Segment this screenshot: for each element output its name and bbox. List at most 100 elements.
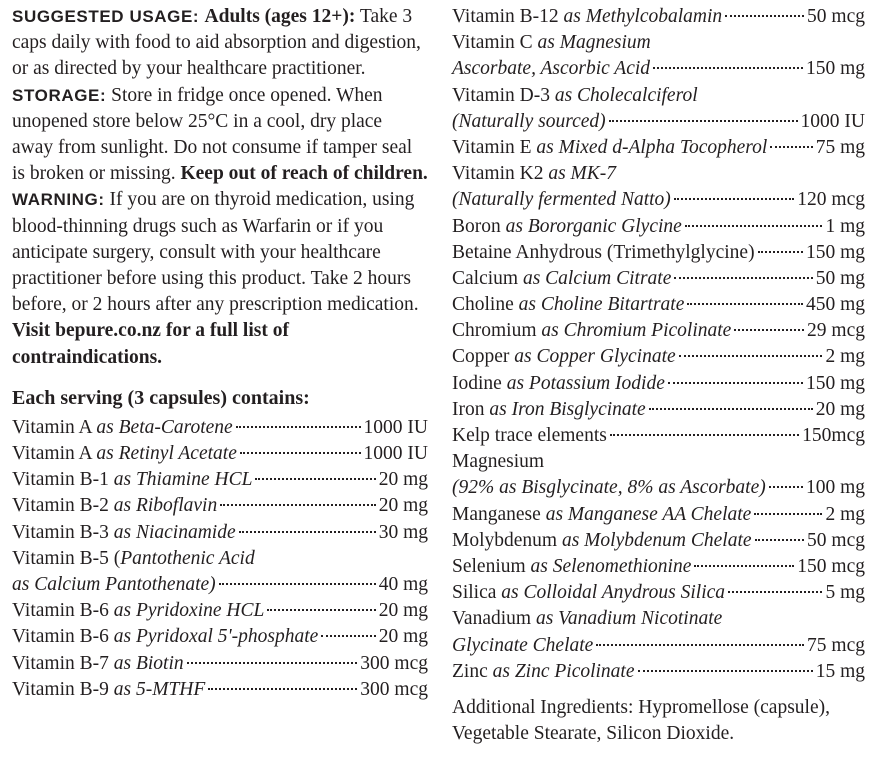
ingredient-form: as Zinc Picolinate <box>492 660 635 682</box>
ingredient-amount: 50 mcg <box>807 529 865 551</box>
ingredient-amount: 40 mg <box>378 573 428 595</box>
ingredient-form: (Naturally sourced) <box>452 110 606 132</box>
ingredient-row: Vitamin C as Magnesium <box>452 30 865 56</box>
ingredient-row: Betaine Anhydrous (Trimethylglycine) 150 … <box>452 240 865 266</box>
ingredient-form: as Chromium Picolinate <box>541 320 732 342</box>
ingredient-amount: 20 mg <box>815 398 865 420</box>
ingredient-name: Vitamin C <box>452 32 538 54</box>
ingredient-name: Vitamin A <box>12 416 97 438</box>
section-label: STORAGE: <box>12 85 107 105</box>
ingredient-row: (Naturally sourced) 1000 IU <box>452 109 865 135</box>
dot-leader <box>734 329 805 332</box>
ingredient-form: as Calcium Citrate <box>522 267 672 289</box>
ingredient-row: Vitamin B-7 as Biotin 300 mcg <box>12 651 428 677</box>
dot-leader <box>239 452 361 455</box>
dot-leader <box>667 381 803 384</box>
serving-heading: Each serving (3 capsules) contains: <box>12 386 310 409</box>
ingredient-row: Iodine as Potassium Iodide 150 mg <box>452 371 865 397</box>
body-text: Store in fridge once opened. When unopen… <box>12 84 413 185</box>
ingredient-name: Silica <box>452 582 502 604</box>
dot-leader <box>238 530 376 533</box>
ingredient-amount: 20 mg <box>378 600 428 622</box>
ingredient-form: as Pyridoxine HCL <box>113 600 265 622</box>
ingredient-name: Chromium <box>452 320 542 342</box>
body-text: Take 3 caps daily with food to aid absor… <box>12 6 421 80</box>
ingredient-amount: 15 mg <box>815 660 865 682</box>
ingredient-amount: 1000 IU <box>800 110 865 132</box>
left-column: SUGGESTED USAGE: Adults (ages 12+): Take… <box>12 4 428 703</box>
ingredient-form: as Iron Bisglycinate <box>489 398 646 420</box>
ingredient-form: as 5-MTHF <box>113 678 206 700</box>
ingredient-amount: 75 mcg <box>807 634 865 656</box>
ingredient-form: as Thiamine HCL <box>113 469 253 491</box>
ingredient-row: Vitamin A as Retinyl Acetate 1000 IU <box>12 441 428 467</box>
ingredient-amount: 150 mcg <box>797 555 865 577</box>
ingredient-row: Zinc as Zinc Picolinate 15 mg <box>452 659 865 685</box>
ingredient-amount: 20 mg <box>378 469 428 491</box>
ingredient-amount: 150 mg <box>805 58 865 80</box>
ingredient-amount: 29 mcg <box>807 320 865 342</box>
ingredient-row: Vitamin A as Beta-Carotene 1000 IU <box>12 415 428 441</box>
ingredient-amount: 1 mg <box>825 215 865 237</box>
ingredient-row: Vitamin E as Mixed d-Alpha Tocopherol 75 … <box>452 135 865 161</box>
dot-leader <box>653 67 803 70</box>
ingredient-form: as Manganese AA Chelate <box>545 503 752 525</box>
ingredient-name: Vitamin B-1 <box>12 469 114 491</box>
bold-text: Adults (ages 12+): <box>204 6 356 27</box>
section-label: SUGGESTED USAGE: <box>12 7 205 26</box>
ingredient-name: Vitamin B-12 <box>452 6 564 27</box>
ingredient-row: Boron as Bororganic Glycine 1 mg <box>452 214 865 240</box>
ingredient-name: Vitamin B-9 <box>12 678 114 700</box>
ingredient-list-left: Vitamin A as Beta-Carotene 1000 IU Vitamin… <box>12 415 428 703</box>
ingredient-amount: 50 mcg <box>807 6 865 27</box>
dot-leader <box>186 661 358 664</box>
ingredient-row: Selenium as Selenomethionine 150 mcg <box>452 554 865 580</box>
dot-leader <box>267 609 376 612</box>
ingredient-form: as Magnesium <box>537 32 651 54</box>
ingredient-row: Silica as Colloidal Anydrous Silica 5 mg <box>452 580 865 606</box>
ingredient-form: as Potassium Iodide <box>506 372 665 394</box>
ingredient-amount: 150 mg <box>805 372 865 394</box>
dot-leader <box>728 591 823 594</box>
ingredient-name: Manganese <box>452 503 546 525</box>
ingredient-row: Chromium as Chromium Picolinate 29 mcg <box>452 318 865 344</box>
ingredient-row: Glycinate Chelate 75 mcg <box>452 633 865 659</box>
dot-leader <box>674 276 813 279</box>
ingredient-amount: 5 mg <box>825 582 865 604</box>
dot-leader <box>608 119 798 122</box>
dot-leader <box>637 669 813 672</box>
dot-leader <box>596 643 805 646</box>
ingredient-form: as Cholecalciferol <box>554 84 698 106</box>
dot-leader <box>218 582 376 585</box>
ingredient-name: Vanadium <box>452 608 536 630</box>
ingredient-row: Vitamin B-5 (Pantothenic Acid <box>12 546 428 572</box>
ingredient-row: (92% as Bisglycinate, 8% as Ascorbate) 10… <box>452 475 865 501</box>
ingredient-name: Vitamin A <box>12 443 97 465</box>
ingredient-name: Selenium <box>452 555 531 577</box>
ingredient-name: Vitamin E <box>452 136 537 158</box>
ingredient-form: as Pyridoxal 5'-phosphate <box>113 626 319 648</box>
ingredient-amount: 30 mg <box>378 521 428 543</box>
bold-text: Visit bepure.co.nz for a full list of co… <box>12 320 289 368</box>
ingredient-form: as Selenomethionine <box>530 555 692 577</box>
body-text: If you are on thyroid medication, using … <box>12 189 419 316</box>
ingredient-row: Vitamin D-3 as Cholecalciferol <box>452 83 865 109</box>
ingredient-amount: 300 mcg <box>360 678 428 700</box>
ingredient-row: Calcium as Calcium Citrate 50 mg <box>452 266 865 292</box>
ingredient-name: Vitamin B-6 <box>12 626 114 648</box>
ingredient-name: Betaine Anhydrous (Trimethylglycine) <box>452 241 755 263</box>
dot-leader <box>725 15 805 17</box>
ingredient-form: as Mixed d-Alpha Tocopherol <box>536 136 768 158</box>
additional-ingredients: Additional Ingredients: Hypromellose (ca… <box>452 696 830 745</box>
ingredient-form: Glycinate Chelate <box>452 634 594 656</box>
ingredient-amount: 1000 IU <box>363 416 428 438</box>
ingredient-amount: 20 mg <box>378 626 428 648</box>
dot-leader <box>770 145 813 148</box>
ingredient-name: Copper <box>452 346 515 368</box>
bold-text: Keep out of reach of children. <box>180 163 428 185</box>
ingredient-amount: 75 mg <box>815 136 865 158</box>
dot-leader <box>208 687 358 690</box>
dot-leader <box>754 538 805 541</box>
ingredient-form: as Methylcobalamin <box>563 6 723 27</box>
ingredient-row: (Naturally fermented Natto) 120 mcg <box>452 187 865 213</box>
